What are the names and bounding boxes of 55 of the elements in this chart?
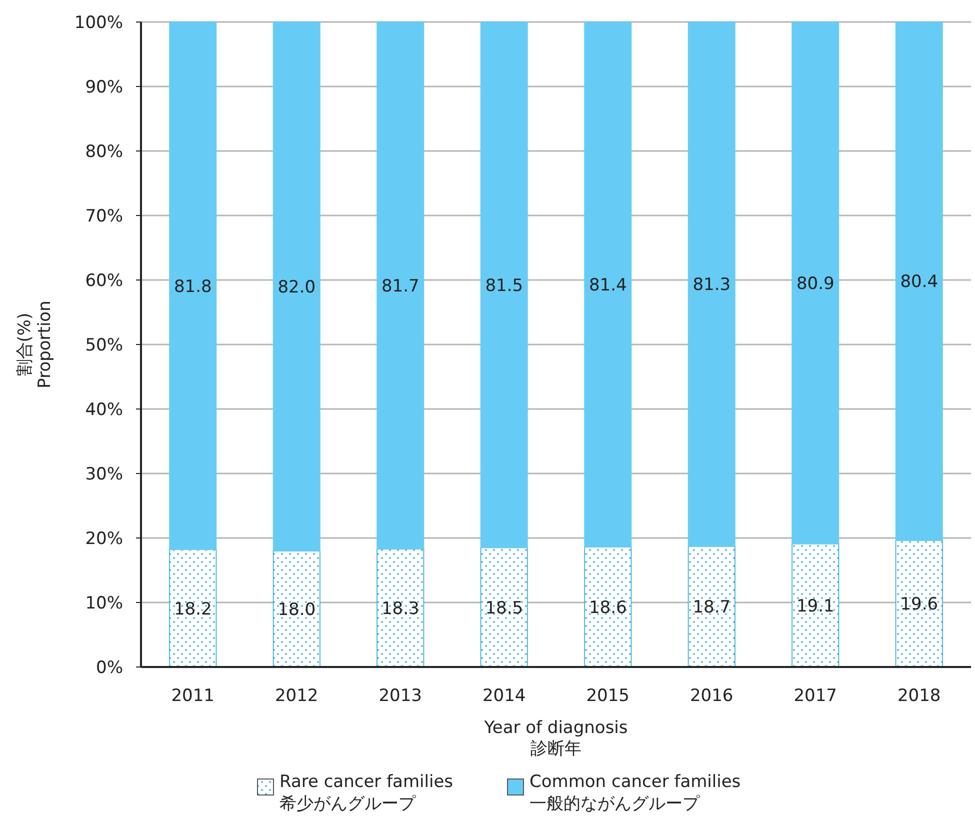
x-tick-label: 2012 bbox=[274, 686, 318, 706]
x-tick-label: 2015 bbox=[586, 686, 630, 706]
bar bbox=[792, 543, 840, 668]
y-tick-label: 100% bbox=[74, 12, 123, 33]
bar bbox=[688, 22, 736, 547]
data-label: 18.0 bbox=[278, 600, 316, 620]
y-tick-label: 40% bbox=[85, 400, 123, 420]
data-label: 18.5 bbox=[485, 598, 524, 618]
bar bbox=[480, 22, 528, 548]
data-label: 19.1 bbox=[796, 596, 834, 616]
y-tick-label: 30% bbox=[85, 464, 123, 484]
y-tick-label: 50% bbox=[85, 335, 123, 356]
y-tick-label: 0% bbox=[96, 658, 123, 678]
data-label: 81.8 bbox=[174, 276, 212, 297]
bar bbox=[376, 22, 424, 550]
x-tick-label: 2016 bbox=[690, 686, 734, 706]
bar bbox=[895, 540, 943, 668]
bar bbox=[169, 22, 217, 550]
data-label: 82.0 bbox=[278, 277, 316, 298]
x-tick-label: 2011 bbox=[171, 686, 215, 706]
bar bbox=[169, 549, 217, 668]
data-label: 81.3 bbox=[692, 275, 731, 296]
bar bbox=[688, 546, 736, 668]
bar bbox=[584, 22, 632, 548]
y-tick-label: 70% bbox=[85, 206, 123, 226]
data-label: 18.6 bbox=[588, 598, 627, 618]
y-tick-label: 90% bbox=[85, 77, 123, 98]
y-tick-label: 60% bbox=[85, 270, 123, 291]
y-tick-label: 20% bbox=[85, 528, 123, 549]
x-axis-title: Year of diagnosis 診断年 bbox=[483, 718, 628, 759]
bar bbox=[376, 548, 424, 668]
y-axis-title: 割合(%) Proportion bbox=[15, 300, 55, 388]
legend-label: Rare cancer families 希少がんグループ bbox=[280, 772, 454, 814]
data-label: 18.3 bbox=[381, 598, 420, 619]
x-tick-label: 2018 bbox=[897, 686, 941, 706]
bar bbox=[792, 22, 840, 544]
x-tick-label: 2013 bbox=[378, 686, 422, 706]
y-tick-label: 80% bbox=[85, 142, 123, 162]
data-label: 18.2 bbox=[174, 599, 212, 620]
data-label: 81.4 bbox=[588, 275, 627, 296]
data-label: 80.9 bbox=[796, 274, 834, 294]
data-label: 19.6 bbox=[900, 594, 938, 615]
y-tick-label: 10% bbox=[85, 593, 123, 614]
data-label: 80.4 bbox=[900, 272, 938, 292]
data-label: 18.7 bbox=[692, 598, 731, 618]
bar bbox=[480, 547, 528, 668]
bar bbox=[272, 22, 320, 552]
data-label: 81.5 bbox=[485, 276, 524, 296]
data-label: 81.7 bbox=[381, 276, 420, 296]
bar bbox=[584, 546, 632, 668]
legend-label: Common cancer families 一般的ながんグループ bbox=[530, 772, 741, 814]
bar bbox=[895, 22, 943, 541]
bar bbox=[272, 550, 320, 668]
x-tick-label: 2017 bbox=[794, 686, 838, 706]
x-tick-label: 2014 bbox=[482, 686, 526, 706]
